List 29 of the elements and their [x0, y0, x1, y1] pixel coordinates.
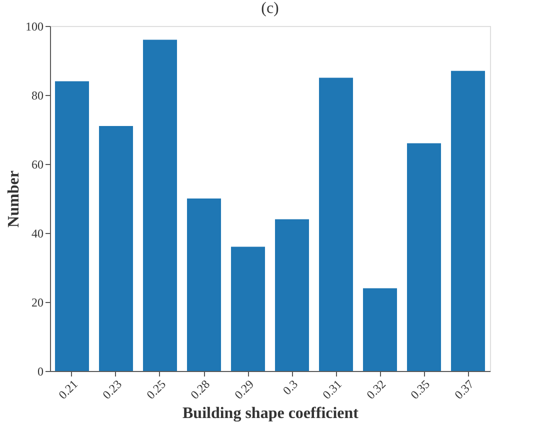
bar [407, 143, 441, 371]
bar [451, 70, 485, 371]
x-tick-label: 0.25 [144, 377, 168, 402]
x-tick-label: 0.37 [452, 377, 476, 402]
y-tick-label: 80 [32, 88, 44, 102]
x-tick-label: 0.35 [408, 377, 432, 402]
x-tick-label: 0.3 [280, 377, 300, 398]
bar [187, 198, 221, 371]
x-axis-title: Building shape coefficient [182, 405, 360, 422]
x-tick-label: 0.29 [232, 377, 256, 402]
y-tick-label: 40 [32, 226, 44, 240]
bar [143, 40, 177, 371]
x-tick-label: 0.21 [56, 377, 80, 402]
chart-title: (c) [261, 0, 279, 17]
x-tick-label: 0.23 [100, 377, 124, 402]
y-tick-label: 60 [32, 158, 44, 172]
bar [319, 78, 353, 371]
y-tick-label: 100 [26, 20, 44, 34]
y-tick-label: 0 [38, 364, 44, 378]
bar [275, 219, 309, 371]
bar [99, 126, 133, 371]
x-tick-label: 0.28 [188, 377, 212, 402]
y-axis-title: Number [6, 170, 22, 228]
bar [231, 246, 265, 371]
x-tick-label: 0.32 [364, 377, 388, 402]
x-tick-label: 0.31 [320, 377, 344, 402]
y-tick-label: 20 [32, 296, 44, 310]
bar [55, 81, 89, 371]
bar [363, 288, 397, 371]
